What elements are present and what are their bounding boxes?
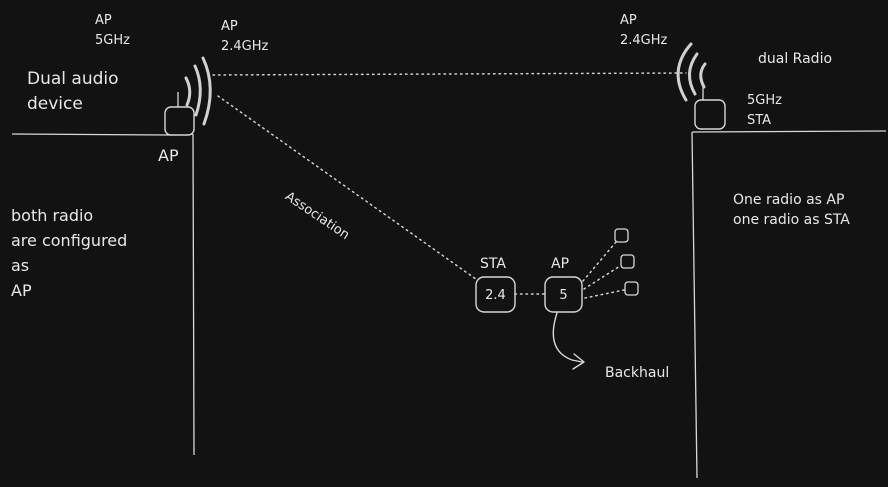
left-device-title-line1: Dual audio xyxy=(27,69,119,89)
left-signal-wave-2 xyxy=(193,64,202,117)
ap-label: AP xyxy=(551,256,570,272)
right-ap-label-line2: 2.4GHz xyxy=(620,33,668,48)
right-pole xyxy=(691,131,698,479)
right-device-title: dual Radio xyxy=(758,51,833,67)
left-ground-line xyxy=(11,133,194,136)
client-link-1 xyxy=(582,241,617,282)
left-note-line1: both radio xyxy=(11,206,94,225)
right-sta-label-line1: 5GHz xyxy=(747,93,782,108)
sta-box-value: 2.4 xyxy=(485,288,506,303)
right-signal-wave-1 xyxy=(699,62,707,89)
left-router-box xyxy=(164,106,195,136)
left-signal-wave-3 xyxy=(201,56,212,126)
left-device-title-line2: device xyxy=(27,94,83,114)
client-link-3 xyxy=(584,289,625,299)
right-note-line1: One radio as AP xyxy=(733,192,845,208)
left-note-line4: AP xyxy=(11,281,32,300)
right-note-line2: one radio as STA xyxy=(733,212,850,228)
left-ap-5ghz-label-line1: AP xyxy=(95,13,112,28)
left-ap-5ghz-label-line2: 5GHz xyxy=(95,33,130,48)
ap-box-value: 5 xyxy=(559,288,567,303)
backhaul-label: Backhaul xyxy=(605,365,670,381)
client-device-1 xyxy=(614,228,629,243)
ap-box xyxy=(544,276,583,313)
left-note-line3: as xyxy=(11,256,30,275)
right-signal-wave-2 xyxy=(688,52,699,96)
left-signal-wave-1 xyxy=(184,76,192,107)
sta-label: STA xyxy=(480,256,506,272)
association-dotted-link xyxy=(217,95,481,283)
backhaul-arrow-head xyxy=(572,353,585,370)
right-ground-line xyxy=(691,130,887,133)
backhaul-arrow-curve xyxy=(552,312,583,363)
left-pole xyxy=(192,133,195,456)
backhaul-dotted-link xyxy=(212,72,687,76)
client-device-3 xyxy=(624,281,639,296)
left-ap-24ghz-label-line2: 2.4GHz xyxy=(221,39,269,54)
left-ap-24ghz-label-line1: AP xyxy=(221,19,238,34)
left-device-under-label: AP xyxy=(158,146,179,165)
client-device-2 xyxy=(620,254,635,269)
right-ap-label-line1: AP xyxy=(620,13,637,28)
right-signal-wave-3 xyxy=(676,42,693,102)
client-link-2 xyxy=(583,265,621,290)
right-sta-label-line2: STA xyxy=(747,113,772,128)
left-note-line2: are configured xyxy=(11,231,128,250)
right-router-box xyxy=(694,99,726,130)
sta-box xyxy=(475,276,516,313)
